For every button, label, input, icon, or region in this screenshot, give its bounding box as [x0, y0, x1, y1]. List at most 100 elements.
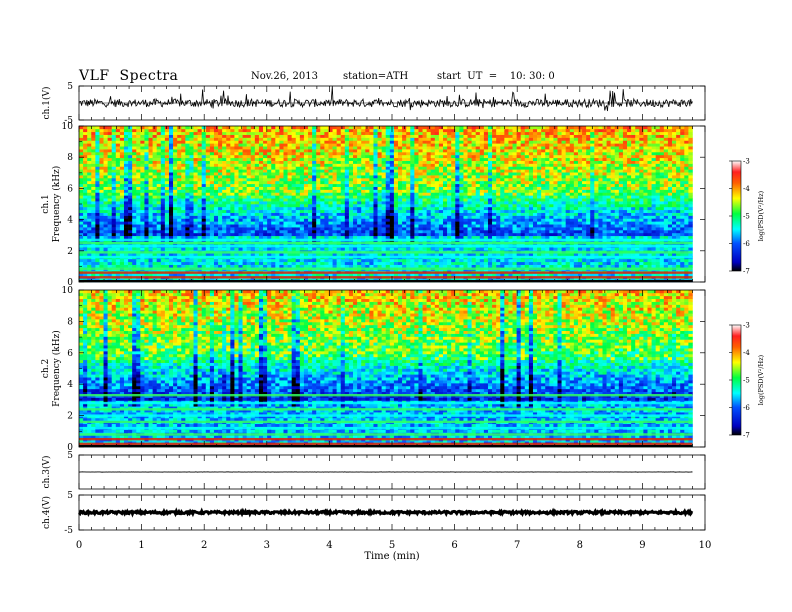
spectrogram-cell	[308, 224, 313, 228]
spectrogram-cell	[353, 137, 358, 141]
spectrogram-cell	[357, 160, 362, 164]
spectrogram-cell	[197, 128, 202, 133]
spectrogram-cell	[136, 204, 141, 208]
spectrogram-cell	[226, 160, 231, 164]
spectrogram-cell	[410, 209, 415, 213]
spectrogram-cell	[283, 195, 288, 199]
spectrogram-cell	[160, 224, 166, 228]
spectrogram-cell	[83, 157, 88, 161]
spectrogram-cell	[107, 215, 113, 219]
spectrogram-cell	[152, 204, 158, 208]
spectrogram-cell	[177, 221, 182, 225]
ytick-label: -5	[64, 116, 73, 126]
spectrogram-cell	[344, 209, 350, 213]
spectrogram-cell	[238, 253, 243, 257]
y-axis-label: ch.1(V)	[41, 87, 52, 120]
spectrogram-cell	[328, 152, 333, 156]
spectrogram-cell	[418, 186, 423, 190]
spectrogram-cell	[193, 166, 198, 170]
spectrogram-cell	[132, 195, 137, 199]
spectrogram-cell	[250, 273, 256, 277]
spectrogram-cell	[348, 232, 354, 237]
spectrogram-cell	[140, 230, 145, 234]
spectrogram-cell	[279, 204, 284, 208]
spectrogram-cell	[291, 209, 297, 213]
spectrogram-cell	[369, 221, 374, 225]
spectrogram-cell	[328, 224, 333, 228]
spectrogram-cell	[189, 261, 194, 265]
spectrogram-cell	[209, 215, 215, 219]
spectrogram-cell	[361, 253, 366, 257]
spectrogram-cell	[254, 146, 260, 150]
spectrogram-cell	[115, 163, 121, 167]
spectrogram-cell	[303, 131, 309, 135]
spectrogram-cell	[283, 172, 288, 176]
spectrogram-cell	[156, 227, 162, 231]
spectrogram-cell	[414, 227, 419, 231]
spectrogram-cell	[152, 227, 158, 231]
spectrogram-cell	[107, 134, 113, 138]
spectrogram-cell	[275, 149, 280, 153]
spectrogram-cell	[320, 273, 325, 277]
spectrogram-cell	[328, 163, 333, 167]
spectrogram-cell	[181, 221, 186, 225]
spectrogram-cell	[213, 180, 219, 185]
spectrogram-cell	[340, 146, 346, 150]
spectrogram-cell	[230, 137, 235, 141]
spectrogram-cell	[263, 209, 268, 213]
spectrogram-cell	[177, 140, 182, 144]
spectrogram-cell	[230, 247, 235, 251]
spectrogram-cell	[205, 227, 211, 231]
spectrogram-cell	[336, 204, 342, 208]
spectrogram-cell	[238, 128, 243, 133]
spectrogram-cell	[107, 154, 113, 159]
spectrogram-cell	[336, 232, 342, 237]
spectrogram-cell	[369, 206, 374, 211]
spectrogram-cell	[144, 201, 149, 205]
spectrogram-cell	[283, 166, 288, 170]
spectrogram-cell	[328, 169, 333, 173]
spectrogram-cell	[365, 264, 370, 268]
spectrogram-cell	[295, 186, 301, 190]
spectrogram-cell	[410, 154, 415, 159]
spectrogram-cell	[308, 235, 313, 239]
spectrogram-cell	[205, 131, 211, 135]
spectrogram-cell	[308, 157, 313, 161]
spectrogram-cell	[148, 198, 153, 202]
spectrogram-cell	[287, 253, 292, 257]
spectrogram-cell	[119, 258, 125, 263]
spectrogram-cell	[140, 149, 145, 153]
spectrogram-cell	[287, 143, 292, 147]
spectrogram-cell	[128, 215, 133, 219]
spectrogram-cell	[418, 157, 423, 161]
spectrogram-cell	[91, 247, 96, 251]
spectrogram-cell	[201, 247, 207, 251]
spectrogram-cell	[332, 218, 337, 222]
spectrogram-cell	[353, 169, 358, 173]
spectrogram-cell	[398, 166, 403, 170]
spectrogram-cell	[226, 128, 231, 133]
spectrogram-cell	[328, 212, 333, 216]
spectrogram-cell	[254, 224, 260, 228]
spectrogram-cell	[426, 186, 432, 190]
spectrogram-cell	[156, 198, 162, 202]
spectrogram-cell	[283, 128, 288, 133]
spectrogram-cell	[164, 183, 170, 187]
spectrogram-cell	[177, 232, 182, 237]
spectrogram-cell	[213, 169, 219, 173]
spectrogram-cell	[418, 201, 423, 205]
spectrogram-cell	[340, 143, 346, 147]
spectrogram-cell	[418, 137, 423, 141]
spectrogram-cell	[230, 157, 235, 161]
spectrogram-cell	[348, 137, 354, 141]
spectrogram-cell	[185, 230, 190, 234]
spectrogram-cell	[271, 134, 276, 138]
spectrogram-cell	[295, 264, 301, 268]
spectrogram-cell	[140, 227, 145, 231]
spectrogram-cell	[156, 157, 162, 161]
spectrogram-cell	[218, 178, 223, 182]
spectrogram-cell	[263, 128, 268, 133]
spectrogram-cell	[308, 264, 313, 268]
spectrogram-cell	[258, 232, 264, 237]
spectrogram-cell	[254, 206, 260, 211]
